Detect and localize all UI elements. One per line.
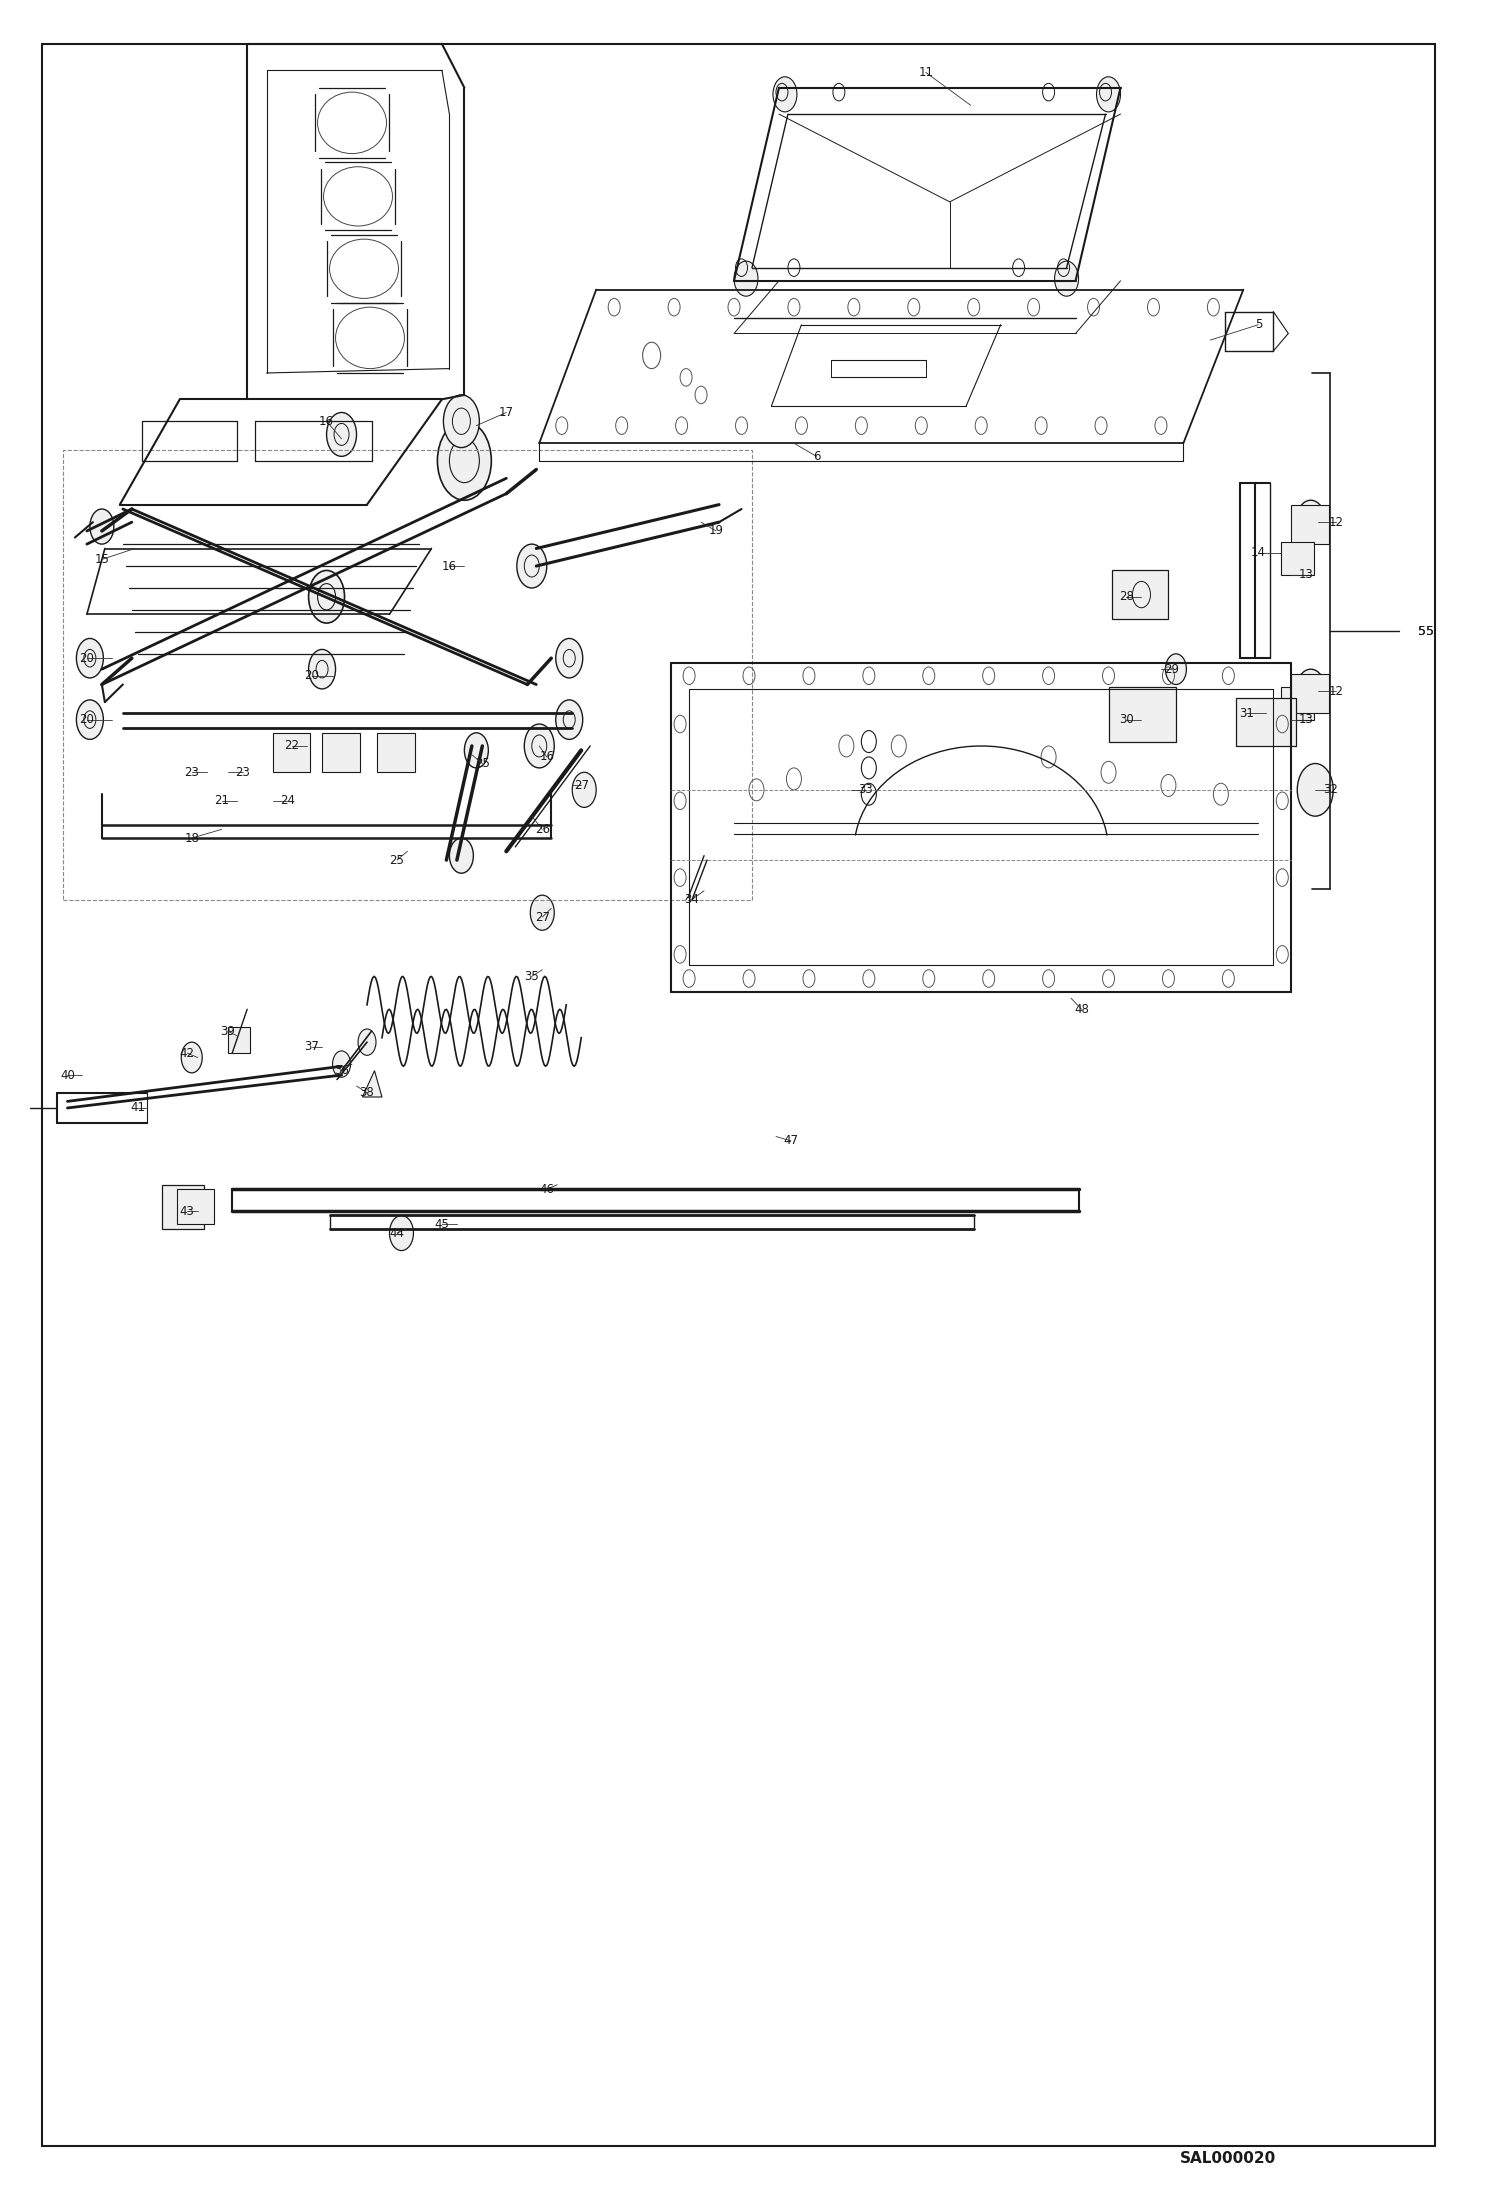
Bar [228,1027,250,1053]
Ellipse shape [443,395,479,448]
Ellipse shape [524,724,554,768]
Text: 22: 22 [285,739,300,753]
Ellipse shape [1097,77,1121,112]
Text: 25: 25 [475,757,490,770]
Text: 36: 36 [334,1064,349,1077]
Ellipse shape [530,895,554,930]
Text: 19: 19 [709,524,724,538]
Bar [177,1189,214,1224]
Text: 45: 45 [434,1218,449,1231]
Ellipse shape [734,261,758,296]
Ellipse shape [327,412,357,456]
Text: 55: 55 [1419,625,1434,638]
Text: 31: 31 [1239,706,1254,720]
Ellipse shape [556,638,583,678]
Bar [162,1185,204,1229]
Text: 12: 12 [1329,516,1344,529]
Text: 30: 30 [1119,713,1134,726]
Text: 5: 5 [1255,318,1261,331]
Text: SAL000020: SAL000020 [1180,2152,1276,2165]
Ellipse shape [1296,500,1326,544]
Ellipse shape [333,1051,351,1077]
Ellipse shape [449,838,473,873]
Ellipse shape [1296,669,1326,713]
Text: 16: 16 [539,750,554,764]
Ellipse shape [556,700,583,739]
Text: 18: 18 [184,832,199,845]
Ellipse shape [76,638,103,678]
Bar [1281,542,1314,575]
Text: 47: 47 [783,1134,798,1147]
Text: 26: 26 [535,823,550,836]
Text: 6: 6 [812,450,821,463]
Ellipse shape [437,421,491,500]
Text: 32: 32 [1323,783,1338,796]
Text: 15: 15 [94,553,109,566]
Bar [1291,505,1329,544]
Bar [273,733,310,772]
Bar [322,733,360,772]
Text: 29: 29 [1164,663,1179,676]
Text: 14: 14 [1251,546,1266,559]
Text: 20: 20 [79,652,94,665]
Bar [63,450,752,900]
Text: 39: 39 [220,1025,235,1038]
Text: 17: 17 [499,406,514,419]
Text: 23: 23 [184,766,199,779]
Ellipse shape [1055,261,1079,296]
Text: 13: 13 [1299,713,1314,726]
Ellipse shape [181,1042,202,1073]
Polygon shape [363,1071,382,1097]
Text: 48: 48 [1074,1003,1089,1016]
Ellipse shape [1297,764,1333,816]
Text: 38: 38 [360,1086,374,1099]
Text: 24: 24 [280,794,295,807]
Text: 55: 55 [1419,625,1434,638]
Ellipse shape [90,509,114,544]
Ellipse shape [358,1029,376,1055]
Bar [1281,687,1314,720]
Bar [1109,687,1176,742]
Bar [377,733,415,772]
Text: 34: 34 [685,893,700,906]
Text: 12: 12 [1329,685,1344,698]
Text: 27: 27 [535,911,550,924]
Ellipse shape [76,700,103,739]
Ellipse shape [309,570,345,623]
Text: 13: 13 [1299,568,1314,581]
Text: 16: 16 [442,559,457,573]
Ellipse shape [1165,654,1186,685]
Text: 44: 44 [389,1226,404,1240]
Text: 25: 25 [389,853,404,867]
Text: 33: 33 [858,783,873,796]
Text: 43: 43 [180,1205,195,1218]
Bar [1291,674,1329,713]
Text: 27: 27 [574,779,589,792]
Ellipse shape [572,772,596,807]
Bar [1112,570,1168,619]
Text: 35: 35 [524,970,539,983]
Text: 11: 11 [918,66,933,79]
Text: 37: 37 [304,1040,319,1053]
Text: 41: 41 [130,1101,145,1115]
Ellipse shape [464,733,488,768]
Text: 40: 40 [60,1068,75,1082]
Text: 23: 23 [235,766,250,779]
Text: 20: 20 [79,713,94,726]
Text: 20: 20 [304,669,319,682]
Text: 16: 16 [319,415,334,428]
Ellipse shape [389,1215,413,1251]
Text: 28: 28 [1119,590,1134,603]
Bar [1236,698,1296,746]
Text: 46: 46 [539,1183,554,1196]
Text: 21: 21 [214,794,229,807]
Text: 42: 42 [180,1047,195,1060]
Ellipse shape [517,544,547,588]
Ellipse shape [309,649,336,689]
Ellipse shape [773,77,797,112]
